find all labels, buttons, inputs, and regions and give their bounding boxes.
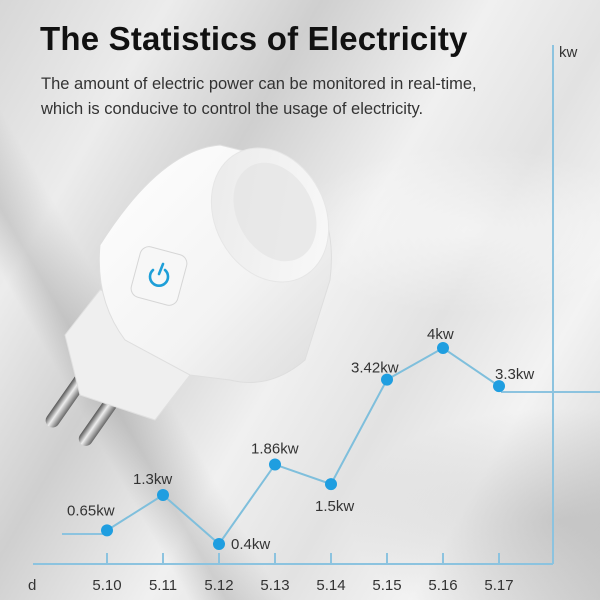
x-tick-label: 5.14	[316, 577, 345, 594]
data-point	[437, 342, 449, 354]
smart-plug-image	[45, 144, 332, 446]
x-ticks	[106, 553, 500, 564]
subtitle-line-1: The amount of electric power can be moni…	[41, 75, 477, 93]
x-tick-labels: 5.10 5.11 5.12 5.13 5.14 5.15 5.16 5.17	[92, 577, 513, 594]
power-icon	[148, 262, 170, 287]
x-tick-label: 5.13	[260, 577, 289, 594]
data-point	[157, 489, 169, 501]
data-label: 1.86kw	[251, 441, 299, 458]
plug-pins	[45, 374, 119, 446]
x-tick-label: 5.15	[372, 577, 401, 594]
data-label: 3.3kw	[495, 366, 534, 383]
series-line	[106, 346, 500, 546]
y-axis-label: kw	[559, 44, 578, 61]
x-tick-label: 5.16	[428, 577, 457, 594]
page-title: The Statistics of Electricity	[40, 20, 468, 57]
x-tick-label: 5.17	[484, 577, 513, 594]
data-point	[269, 458, 281, 471]
data-points	[101, 342, 505, 550]
x-tick-label: 5.11	[149, 577, 177, 594]
data-label: 0.65kw	[67, 502, 115, 519]
data-label: 3.42kw	[351, 360, 399, 377]
x-axis-label: d	[28, 577, 36, 594]
data-point	[213, 538, 225, 550]
x-tick-label: 5.12	[204, 577, 233, 594]
data-label: 4kw	[427, 326, 454, 343]
data-label: 0.4kw	[231, 536, 270, 553]
data-point	[101, 524, 113, 537]
data-label: 1.3kw	[133, 471, 172, 488]
data-point	[381, 373, 393, 386]
x-tick-label: 5.10	[92, 577, 121, 594]
data-label: 1.5kw	[315, 498, 354, 515]
subtitle-line-2: which is conducive to control the usage …	[41, 100, 424, 118]
data-labels: 0.65kw 1.3kw 0.4kw 1.86kw 1.5kw 3.42kw 4kw 3.3k…	[67, 326, 534, 553]
data-point	[493, 380, 505, 393]
power-button	[130, 246, 188, 306]
data-point	[325, 478, 337, 491]
page-subtitle: The amount of electric power can be moni…	[41, 72, 541, 122]
